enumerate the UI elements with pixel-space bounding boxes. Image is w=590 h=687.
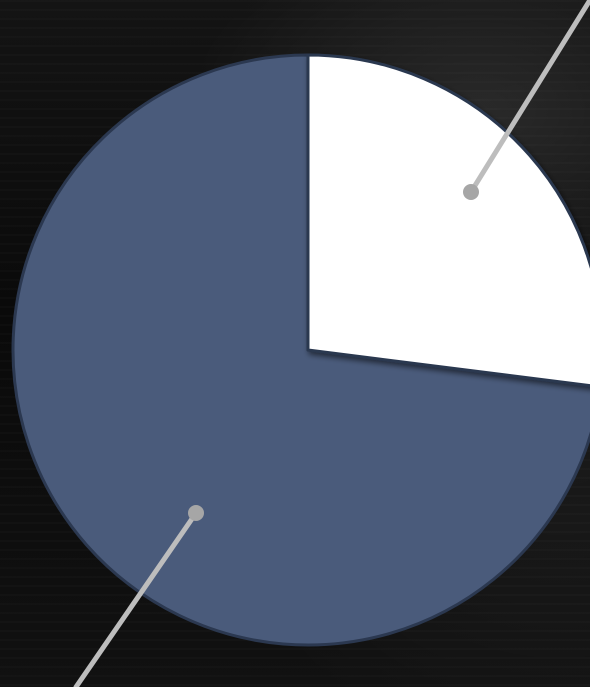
pie-slice-2 bbox=[11, 53, 590, 647]
pie-slices bbox=[11, 53, 590, 647]
leader-lines bbox=[73, 0, 590, 687]
leader-line-1 bbox=[468, 0, 590, 195]
leader-dot-2 bbox=[188, 505, 204, 521]
leader-dot-1 bbox=[463, 184, 479, 200]
leader-line-2 bbox=[73, 510, 199, 687]
pie-slice-1 bbox=[306, 53, 590, 388]
